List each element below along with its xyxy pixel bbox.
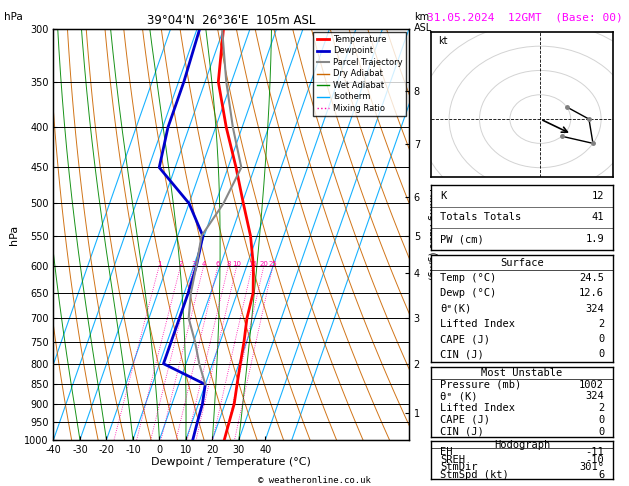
Text: LCL: LCL (432, 80, 448, 89)
Text: -11: -11 (586, 447, 604, 457)
Text: 2: 2 (179, 261, 183, 267)
Text: 3: 3 (192, 261, 196, 267)
Text: CAPE (J): CAPE (J) (440, 415, 490, 425)
Text: 1.9: 1.9 (586, 234, 604, 244)
Text: -10: -10 (586, 455, 604, 465)
Text: θᵉ (K): θᵉ (K) (440, 391, 477, 401)
Text: 324: 324 (586, 391, 604, 401)
Text: Totals Totals: Totals Totals (440, 212, 521, 223)
Text: 0: 0 (598, 334, 604, 344)
Text: Most Unstable: Most Unstable (481, 368, 563, 378)
Text: km
ASL: km ASL (414, 12, 432, 33)
Text: 324: 324 (586, 304, 604, 313)
Text: 6: 6 (216, 261, 220, 267)
Text: 1: 1 (157, 261, 162, 267)
Text: PW (cm): PW (cm) (440, 234, 484, 244)
Text: 10: 10 (232, 261, 242, 267)
Text: 25: 25 (269, 261, 277, 267)
Text: Hodograph: Hodograph (494, 440, 550, 450)
Text: hPa: hPa (4, 12, 23, 22)
Text: 2: 2 (598, 319, 604, 329)
Text: 301°: 301° (579, 462, 604, 472)
Text: CIN (J): CIN (J) (440, 349, 484, 360)
X-axis label: Dewpoint / Temperature (°C): Dewpoint / Temperature (°C) (151, 457, 311, 468)
Text: 1002: 1002 (579, 380, 604, 390)
Text: 0: 0 (598, 349, 604, 360)
Text: 20: 20 (259, 261, 269, 267)
Y-axis label: Mixing Ratio (g/kg): Mixing Ratio (g/kg) (426, 189, 437, 280)
Text: 12.6: 12.6 (579, 288, 604, 298)
Text: Temp (°C): Temp (°C) (440, 273, 496, 283)
Text: Lifted Index: Lifted Index (440, 403, 515, 413)
Text: 0: 0 (598, 415, 604, 425)
Text: © weatheronline.co.uk: © weatheronline.co.uk (258, 476, 371, 485)
Text: K: K (440, 191, 446, 201)
Text: 4: 4 (201, 261, 206, 267)
Text: 15: 15 (248, 261, 257, 267)
Text: Dewp (°C): Dewp (°C) (440, 288, 496, 298)
Text: Surface: Surface (500, 258, 544, 268)
Text: 0: 0 (598, 427, 604, 436)
Legend: Temperature, Dewpoint, Parcel Trajectory, Dry Adiabat, Wet Adiabat, Isotherm, Mi: Temperature, Dewpoint, Parcel Trajectory… (313, 32, 406, 116)
Text: 41: 41 (592, 212, 604, 223)
Text: 2: 2 (598, 403, 604, 413)
Text: StmDir: StmDir (440, 462, 477, 472)
Text: CAPE (J): CAPE (J) (440, 334, 490, 344)
Text: 24.5: 24.5 (579, 273, 604, 283)
Text: EH: EH (440, 447, 452, 457)
Text: Pressure (mb): Pressure (mb) (440, 380, 521, 390)
Text: CIN (J): CIN (J) (440, 427, 484, 436)
Y-axis label: hPa: hPa (9, 225, 18, 244)
Text: 6: 6 (598, 470, 604, 480)
Text: StmSpd (kt): StmSpd (kt) (440, 470, 509, 480)
Text: 31.05.2024  12GMT  (Base: 00): 31.05.2024 12GMT (Base: 00) (427, 12, 623, 22)
Title: 39°04'N  26°36'E  105m ASL: 39°04'N 26°36'E 105m ASL (147, 14, 315, 27)
Text: 12: 12 (592, 191, 604, 201)
Text: SREH: SREH (440, 455, 465, 465)
Text: 8: 8 (226, 261, 231, 267)
Text: Lifted Index: Lifted Index (440, 319, 515, 329)
Text: kt: kt (438, 36, 448, 46)
Text: θᵉ(K): θᵉ(K) (440, 304, 471, 313)
